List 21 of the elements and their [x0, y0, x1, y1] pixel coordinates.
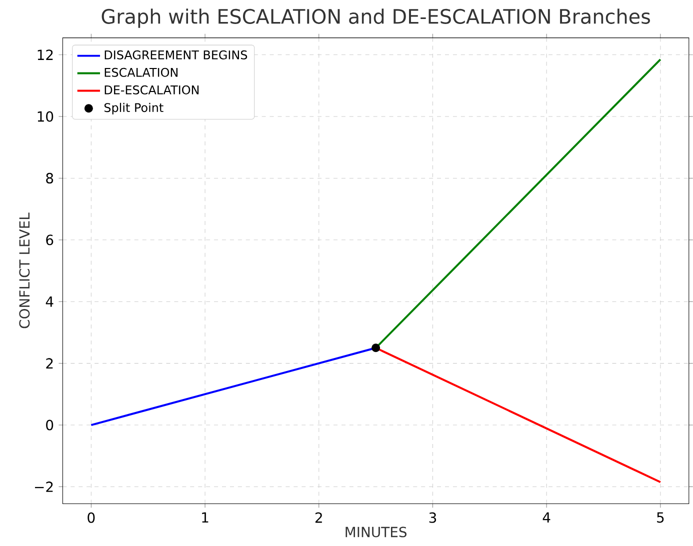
y-tick-label: 12 — [38, 50, 53, 60]
legend-label: DISAGREEMENT BEGINS — [104, 50, 248, 60]
y-tick-label: 4 — [46, 296, 54, 307]
legend-label: ESCALATION — [104, 68, 178, 78]
x-tick-label: 4 — [542, 512, 550, 523]
x-axis-title: MINUTES — [346, 526, 406, 538]
x-tick-label: 2 — [315, 512, 322, 523]
chart-title: Graph with ESCALATION and DE-ESCALATION Branches — [102, 8, 650, 28]
y-tick-label: 6 — [46, 234, 54, 246]
x-tick-label: 0 — [88, 512, 95, 524]
y-tick-label: 8 — [46, 173, 54, 184]
y-tick-label: −2 — [34, 482, 53, 492]
legend-label: Split Point — [104, 103, 164, 115]
y-tick-label: 0 — [46, 420, 54, 431]
y-tick-label: 10 — [38, 111, 54, 122]
x-tick-label: 1 — [202, 512, 208, 523]
x-tick-label: 5 — [657, 512, 664, 523]
y-axis-title: CONFLICT LEVEL — [19, 212, 30, 328]
y-tick-label: 2 — [46, 358, 53, 369]
legend-label: DE-ESCALATION — [104, 86, 199, 95]
x-tick-label: 3 — [429, 512, 436, 524]
